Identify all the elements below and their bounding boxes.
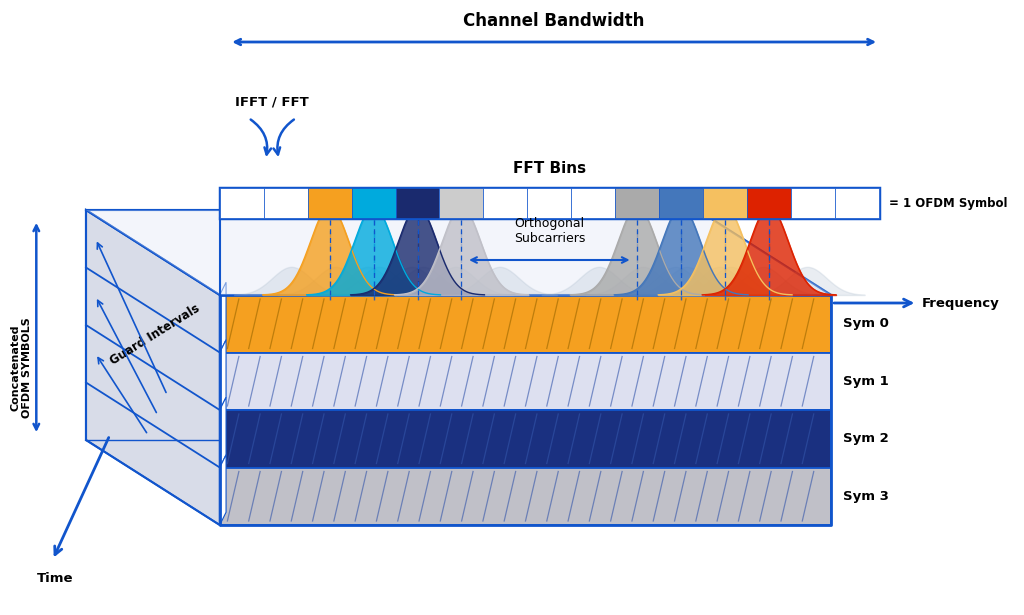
- Polygon shape: [220, 410, 831, 467]
- Text: Sym 0: Sym 0: [843, 317, 889, 330]
- Bar: [439, 188, 483, 218]
- Bar: [527, 188, 571, 218]
- Bar: [264, 188, 307, 218]
- Text: Orthogonal
Subcarriers: Orthogonal Subcarriers: [514, 217, 585, 245]
- Polygon shape: [220, 282, 226, 352]
- Bar: [748, 188, 792, 218]
- Text: Guard Intervals: Guard Intervals: [108, 302, 202, 368]
- Bar: [615, 188, 659, 218]
- Text: Sym 1: Sym 1: [843, 375, 889, 387]
- Text: Concatenated
OFDM SYMBOLS: Concatenated OFDM SYMBOLS: [10, 317, 32, 418]
- Bar: [703, 188, 748, 218]
- Bar: [835, 188, 879, 218]
- FancyArrowPatch shape: [273, 119, 294, 154]
- Text: FFT Bins: FFT Bins: [513, 161, 586, 176]
- Text: IFFT / FFT: IFFT / FFT: [236, 95, 309, 108]
- Bar: [220, 188, 879, 218]
- Bar: [483, 188, 527, 218]
- Bar: [351, 188, 395, 218]
- Bar: [307, 188, 351, 218]
- Bar: [659, 188, 703, 218]
- Text: Time: Time: [37, 572, 74, 585]
- Polygon shape: [220, 454, 226, 525]
- Text: = 1 OFDM Symbol: = 1 OFDM Symbol: [889, 197, 1007, 210]
- Bar: [220, 188, 264, 218]
- FancyArrowPatch shape: [251, 119, 271, 154]
- Bar: [792, 188, 835, 218]
- Polygon shape: [86, 210, 220, 525]
- Text: Sym 2: Sym 2: [843, 432, 889, 445]
- Polygon shape: [220, 397, 226, 467]
- Polygon shape: [220, 295, 831, 352]
- Polygon shape: [220, 339, 226, 410]
- Text: Channel Bandwidth: Channel Bandwidth: [464, 12, 645, 30]
- Polygon shape: [220, 352, 831, 410]
- Polygon shape: [220, 467, 831, 525]
- Bar: [571, 188, 615, 218]
- Polygon shape: [86, 210, 831, 295]
- Text: Sym 3: Sym 3: [843, 490, 889, 502]
- Bar: [395, 188, 439, 218]
- Text: Frequency: Frequency: [922, 296, 999, 309]
